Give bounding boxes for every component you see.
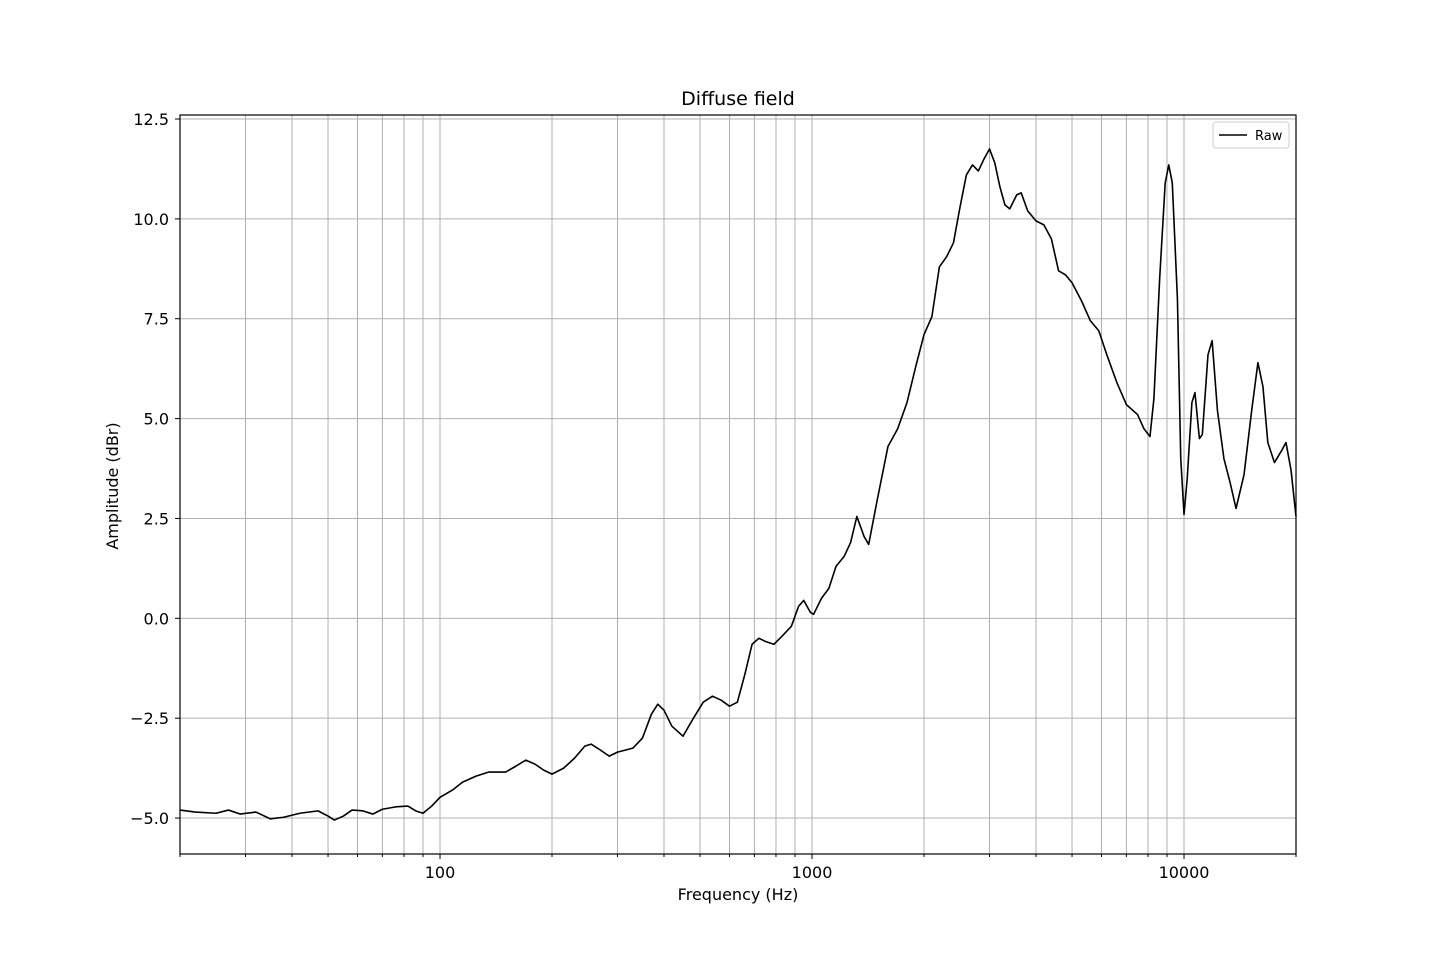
y-tick-label: 0.0 — [144, 609, 169, 628]
y-tick-label: −5.0 — [130, 809, 169, 828]
y-tick-label: 7.5 — [144, 310, 169, 329]
legend: Raw — [1212, 121, 1290, 149]
y-tick-label: −2.5 — [130, 709, 169, 728]
legend-label-raw: Raw — [1255, 129, 1283, 144]
y-tick-label: 12.5 — [133, 110, 169, 129]
legend-box — [1212, 121, 1290, 149]
axes-frame — [179, 114, 1297, 855]
y-tick-label: 10.0 — [133, 210, 169, 229]
y-tick-label: 2.5 — [144, 509, 169, 528]
x-tick-label: 1000 — [792, 863, 833, 882]
ticks: −5.0 −2.5 0.0 2.5 5.0 7.5 10.0 12.5 100 1000 10000 — [130, 110, 1297, 882]
y-tick-label: 5.0 — [144, 410, 169, 429]
chart-title: Diffuse field — [681, 88, 795, 110]
y-axis-label: Amplitude (dBr) — [103, 422, 122, 549]
axes — [179, 114, 1297, 855]
x-tick-label: 100 — [425, 863, 456, 882]
grid — [179, 115, 1297, 854]
x-axis-label: Frequency (Hz) — [678, 885, 799, 904]
series-line-raw — [179, 148, 1297, 821]
plot-area — [179, 148, 1297, 821]
x-tick-label: 10000 — [1159, 863, 1210, 882]
